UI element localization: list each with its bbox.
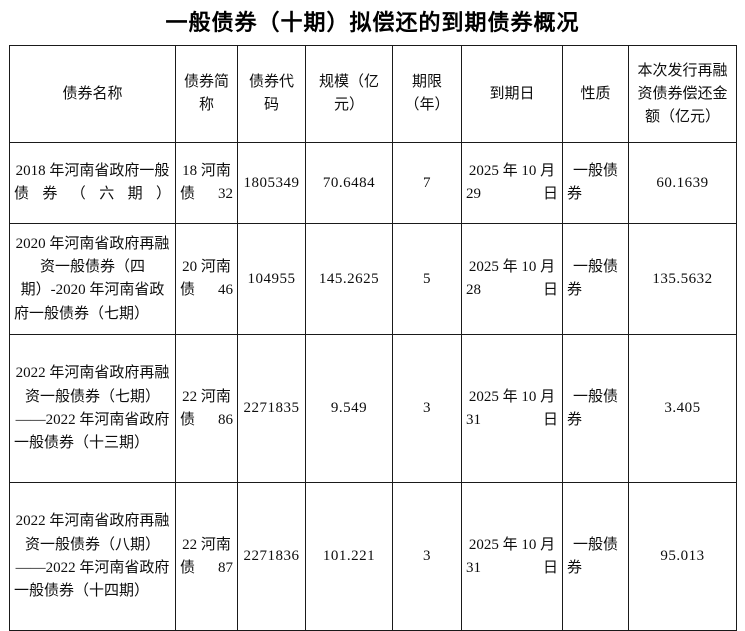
table-header-row: 债券名称 债券简称 债券代码 规模（亿元） 期限（年） 到期日 性质 本次发行再… bbox=[9, 45, 737, 144]
cell-term: 7 bbox=[392, 142, 462, 225]
cell-nature: 一般债券 bbox=[562, 482, 629, 631]
column-header-bond-abbr: 债券简称 bbox=[175, 45, 238, 144]
table-row: 2022 年河南省政府再融资一般债券（七期）——2022 年河南省政府一般债券（… bbox=[9, 334, 737, 484]
cell-maturity: 2025 年 10 月 31 日 bbox=[461, 482, 563, 631]
cell-scale: 9.549 bbox=[305, 334, 393, 484]
column-header-scale: 规模（亿元） bbox=[305, 45, 393, 144]
column-header-bond-name: 债券名称 bbox=[9, 45, 176, 144]
cell-bond-code: 1805349 bbox=[237, 142, 306, 225]
cell-repay-amount: 3.405 bbox=[628, 334, 737, 484]
cell-bond-abbr: 22 河南债 87 bbox=[175, 482, 238, 631]
cell-maturity: 2025 年 10 月 31 日 bbox=[461, 334, 563, 484]
cell-bond-name: 2022 年河南省政府再融资一般债券（八期）——2022 年河南省政府一般债券（… bbox=[9, 482, 176, 631]
table-container: 债券名称 债券简称 债券代码 规模（亿元） 期限（年） 到期日 性质 本次发行再… bbox=[0, 45, 745, 631]
cell-scale: 101.221 bbox=[305, 482, 393, 631]
table-row: 2022 年河南省政府再融资一般债券（八期）——2022 年河南省政府一般债券（… bbox=[9, 482, 737, 631]
table-header: 债券名称 债券简称 债券代码 规模（亿元） 期限（年） 到期日 性质 本次发行再… bbox=[9, 45, 737, 144]
cell-maturity: 2025 年 10 月 29 日 bbox=[461, 142, 563, 225]
cell-bond-code: 2271835 bbox=[237, 334, 306, 484]
cell-nature: 一般债券 bbox=[562, 223, 629, 336]
cell-scale: 70.6484 bbox=[305, 142, 393, 225]
cell-bond-name: 2018 年河南省政府一般债券（六期） bbox=[9, 142, 176, 225]
table-row: 2020 年河南省政府再融资一般债券（四期）-2020 年河南省政府一般债券（七… bbox=[9, 223, 737, 336]
column-header-bond-code: 债券代码 bbox=[237, 45, 306, 144]
cell-scale: 145.2625 bbox=[305, 223, 393, 336]
cell-repay-amount: 95.013 bbox=[628, 482, 737, 631]
cell-bond-code: 104955 bbox=[237, 223, 306, 336]
column-header-repay-amount: 本次发行再融资债券偿还金额（亿元） bbox=[628, 45, 737, 144]
column-header-term: 期限（年） bbox=[392, 45, 462, 144]
page-title: 一般债券（十期）拟偿还的到期债券概况 bbox=[165, 10, 580, 35]
cell-term: 3 bbox=[392, 482, 462, 631]
cell-repay-amount: 135.5632 bbox=[628, 223, 737, 336]
cell-bond-abbr: 20 河南债 46 bbox=[175, 223, 238, 336]
cell-term: 5 bbox=[392, 223, 462, 336]
cell-maturity: 2025 年 10 月 28 日 bbox=[461, 223, 563, 336]
cell-nature: 一般债券 bbox=[562, 142, 629, 225]
cell-repay-amount: 60.1639 bbox=[628, 142, 737, 225]
table-row: 2018 年河南省政府一般债券（六期） 18 河南债 32 1805349 70… bbox=[9, 142, 737, 225]
table-body: 2018 年河南省政府一般债券（六期） 18 河南债 32 1805349 70… bbox=[9, 142, 737, 631]
column-header-nature: 性质 bbox=[562, 45, 629, 144]
cell-bond-code: 2271836 bbox=[237, 482, 306, 631]
cell-bond-name: 2022 年河南省政府再融资一般债券（七期）——2022 年河南省政府一般债券（… bbox=[9, 334, 176, 484]
column-header-maturity: 到期日 bbox=[461, 45, 563, 144]
cell-term: 3 bbox=[392, 334, 462, 484]
cell-nature: 一般债券 bbox=[562, 334, 629, 484]
bond-maturity-table: 债券名称 债券简称 债券代码 规模（亿元） 期限（年） 到期日 性质 本次发行再… bbox=[9, 45, 737, 631]
cell-bond-abbr: 18 河南债 32 bbox=[175, 142, 238, 225]
cell-bond-abbr: 22 河南债 86 bbox=[175, 334, 238, 484]
cell-bond-name: 2020 年河南省政府再融资一般债券（四期）-2020 年河南省政府一般债券（七… bbox=[9, 223, 176, 336]
